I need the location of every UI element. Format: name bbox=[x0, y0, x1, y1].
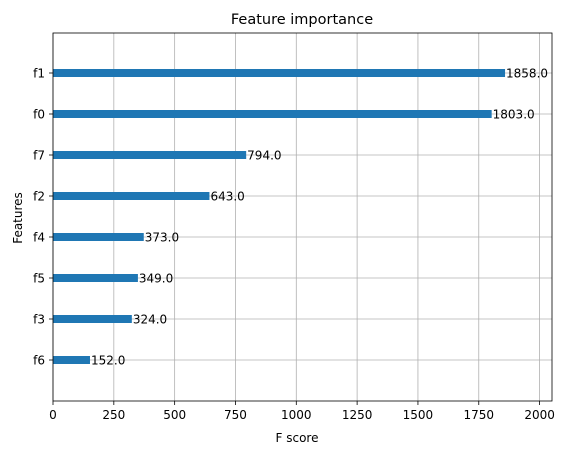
bar-f7 bbox=[53, 151, 247, 159]
bar-f3 bbox=[53, 315, 132, 323]
value-label-f2: 643.0 bbox=[210, 190, 244, 204]
value-label-f7: 794.0 bbox=[247, 149, 281, 163]
y-tick-label: f2 bbox=[33, 190, 45, 204]
y-tick-label: f5 bbox=[33, 272, 45, 286]
bar-f1 bbox=[53, 69, 506, 77]
chart-title: Feature importance bbox=[231, 12, 373, 28]
axes-layer: f1 f0 f7 f2 f4 f5 f3 f6 0 250 500 750 1000 1250 1500 17… bbox=[33, 32, 555, 422]
bar-f4 bbox=[53, 233, 144, 241]
x-tick-label: 1250 bbox=[342, 408, 373, 422]
x-tick-label: 1000 bbox=[281, 408, 312, 422]
plot-frame bbox=[52, 32, 553, 402]
value-label-f4: 373.0 bbox=[145, 231, 179, 245]
x-tick-label: 2000 bbox=[524, 408, 555, 422]
x-tick-label: 750 bbox=[224, 408, 247, 422]
x-tick-label: 1500 bbox=[403, 408, 434, 422]
x-tick-label: 500 bbox=[163, 408, 186, 422]
y-tick-label: f7 bbox=[33, 149, 45, 163]
value-label-f0: 1803.0 bbox=[493, 108, 535, 122]
y-tick-label: f1 bbox=[33, 67, 45, 81]
y-tick-label: f6 bbox=[33, 354, 45, 368]
y-tick-label: f4 bbox=[33, 231, 45, 245]
y-tick-label: f0 bbox=[33, 108, 45, 122]
bar-f0 bbox=[53, 110, 492, 118]
bar-f5 bbox=[53, 274, 138, 282]
y-axis-label: Features bbox=[11, 192, 25, 244]
value-labels-layer: 1858.0 1803.0 794.0 643.0 373.0 349.0 324.0 152… bbox=[91, 67, 548, 368]
x-tick-label: 0 bbox=[49, 408, 57, 422]
value-label-f5: 349.0 bbox=[139, 272, 173, 286]
x-axis-label: F score bbox=[276, 431, 319, 445]
bar-f6 bbox=[53, 356, 90, 364]
value-label-f1: 1858.0 bbox=[506, 67, 548, 81]
value-label-f6: 152.0 bbox=[91, 354, 125, 368]
y-tick-label: f3 bbox=[33, 313, 45, 327]
x-tick-label: 1750 bbox=[463, 408, 494, 422]
grid-layer bbox=[52, 33, 552, 401]
x-tick-label: 250 bbox=[102, 408, 125, 422]
value-label-f3: 324.0 bbox=[133, 313, 167, 327]
bars-layer bbox=[53, 69, 506, 364]
bar-f2 bbox=[53, 192, 210, 200]
